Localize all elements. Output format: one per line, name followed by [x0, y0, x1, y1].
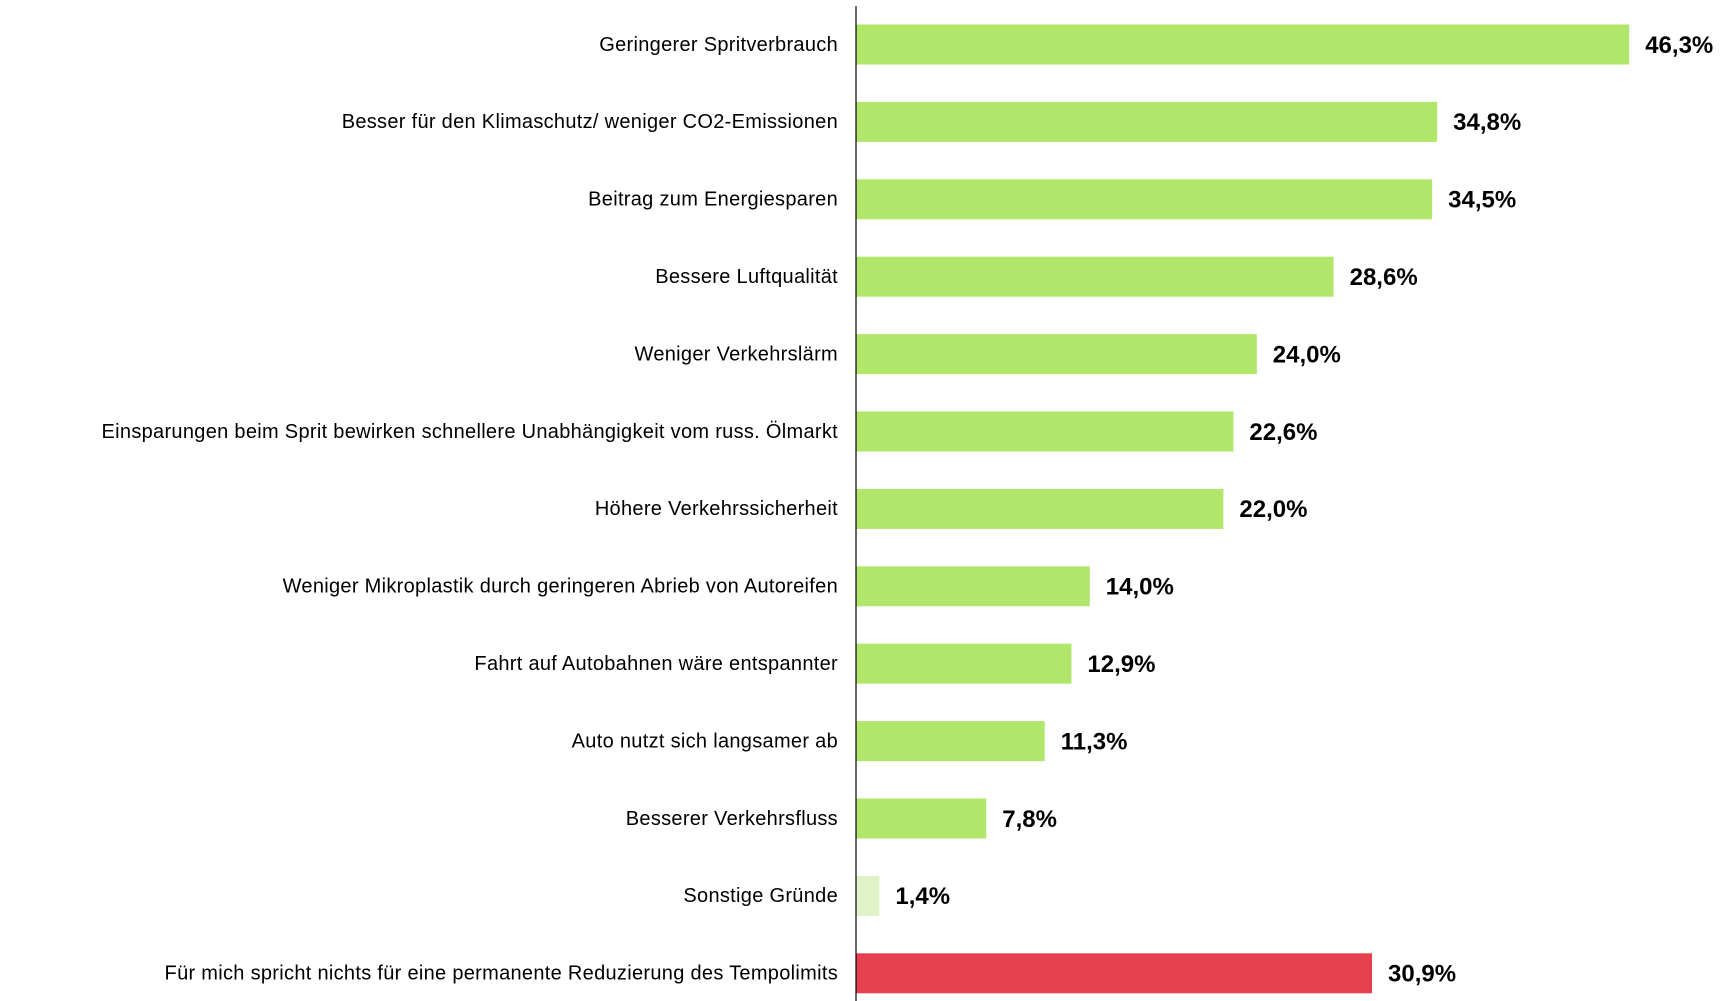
category-label: Fahrt auf Autobahnen wäre entspannter [474, 653, 838, 675]
bar [856, 798, 987, 839]
category-label: Weniger Verkehrslärm [635, 343, 838, 365]
bar [856, 643, 1072, 684]
value-label: 46,3% [1645, 32, 1713, 59]
value-label: 14,0% [1106, 574, 1174, 601]
category-label: Weniger Mikroplastik durch geringeren Ab… [283, 576, 838, 598]
value-label: 24,0% [1273, 341, 1341, 368]
bar [856, 24, 1630, 65]
value-label: 7,8% [1002, 806, 1057, 833]
bar [856, 566, 1090, 607]
value-label: 30,9% [1388, 961, 1456, 988]
category-label: Auto nutzt sich langsamer ab [572, 730, 838, 752]
value-label: 34,5% [1448, 187, 1516, 214]
category-label: Besser für den Klimaschutz/ weniger CO2-… [342, 111, 838, 133]
category-label: Geringerer Spritverbrauch [599, 34, 838, 56]
bar [856, 101, 1438, 142]
category-label: Bessere Luftqualität [655, 266, 838, 288]
category-label: Einsparungen beim Sprit bewirken schnell… [102, 421, 839, 443]
bar [856, 875, 880, 916]
bar [856, 953, 1373, 994]
category-label: Für mich spricht nichts für eine permane… [165, 963, 838, 985]
bar [856, 721, 1045, 762]
category-label: Besserer Verkehrsfluss [626, 808, 838, 830]
category-label: Höhere Verkehrssicherheit [595, 498, 838, 520]
value-label: 34,8% [1453, 109, 1521, 136]
bar [856, 334, 1257, 375]
bar [856, 488, 1224, 529]
value-label: 12,9% [1087, 651, 1155, 678]
value-label: 28,6% [1350, 264, 1418, 291]
bar [856, 179, 1433, 220]
category-label: Beitrag zum Energiesparen [588, 189, 838, 211]
value-label: 1,4% [895, 883, 950, 910]
value-label: 22,0% [1239, 496, 1307, 523]
value-label: 11,3% [1061, 728, 1128, 755]
value-label: 22,6% [1249, 419, 1317, 446]
bar [856, 411, 1234, 452]
category-label: Sonstige Gründe [683, 885, 838, 907]
bar [856, 256, 1334, 297]
